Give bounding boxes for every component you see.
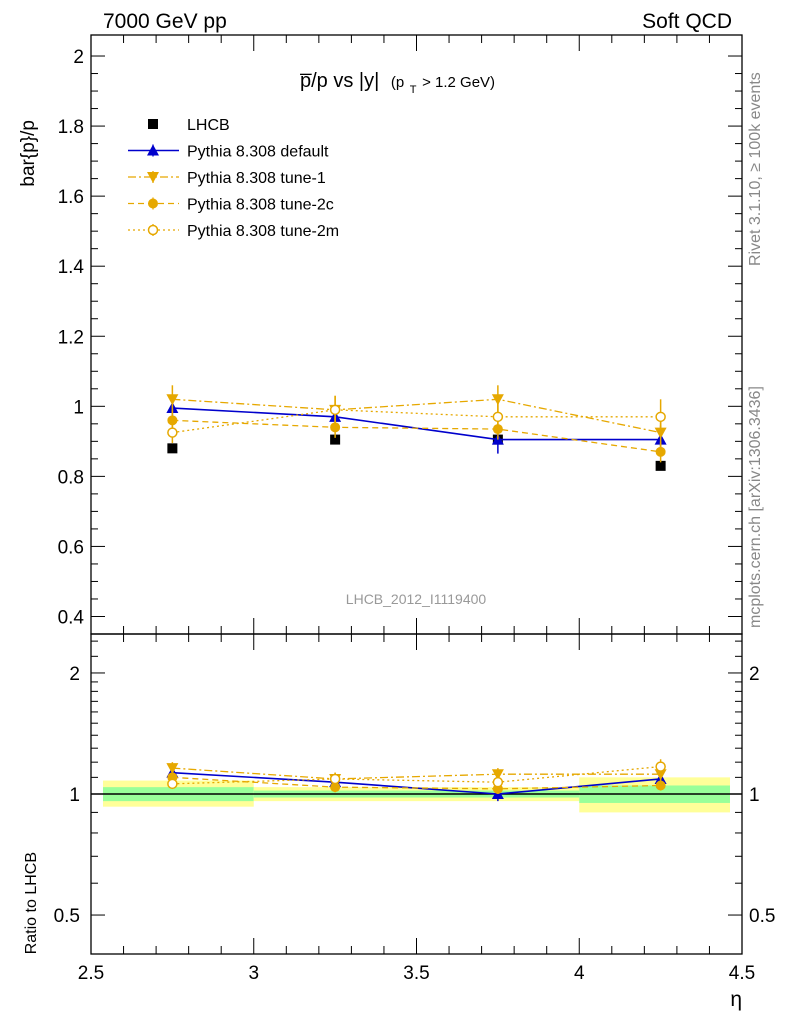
main-point-tune1 — [166, 394, 179, 406]
plot-title-cut-rest: > 1.2 GeV) — [422, 74, 495, 91]
legend-label-data: LHCB — [187, 117, 230, 134]
ratio-y-tick-label: 2 — [69, 664, 80, 685]
legend-label-tune2m: Pythia 8.308 tune-2m — [187, 223, 339, 240]
main-y-tick-label: 1.6 — [58, 187, 84, 208]
ratio-y-tick-label-right: 0.5 — [749, 906, 775, 927]
ratio-y-tick-label-right: 1 — [749, 785, 760, 806]
ratio-point-tune1 — [654, 769, 667, 781]
main-y-tick-label: 1 — [73, 397, 84, 418]
ratio-point-tune2c — [655, 780, 666, 791]
header-left: 7000 GeV pp — [103, 10, 227, 33]
ratio-point-tune2m — [167, 778, 178, 790]
main-point-tune2m — [167, 427, 178, 438]
x-tick-label: 4 — [574, 963, 585, 984]
main-point-data — [330, 434, 341, 445]
main-point-tune2c — [330, 422, 341, 433]
main-line-tune1 — [172, 398, 661, 434]
ratio-point-tune2m — [655, 761, 666, 772]
main-point-tune2c — [655, 446, 666, 457]
main-ylabel: bar{p}/p — [18, 120, 39, 187]
x-tick-label: 2.5 — [78, 963, 104, 984]
main-y-tick-label: 1.8 — [58, 117, 84, 138]
plot-title-main: p̅/p vs |y| — [300, 70, 379, 92]
legend: LHCB Pythia 8.308 default Pythia 8.308 tun… — [128, 117, 339, 240]
main-point-tune2m — [492, 411, 504, 423]
rivet-label: Rivet 3.1.10, ≥ 100k events — [747, 72, 764, 266]
ratio-ylabel: Ratio to LHCB — [23, 852, 40, 954]
plot-title: p̅/p vs |y| (p T > 1.2 GeV) — [300, 70, 495, 98]
legend-marker-tune1 — [147, 172, 159, 183]
plot-title-cut: (p — [391, 74, 404, 91]
analysis-label: LHCB_2012_I1119400 — [346, 591, 487, 607]
plot-title-cut-sub: T — [410, 84, 417, 96]
ratio-series-tune2m — [167, 759, 666, 790]
x-tick-label: 3.5 — [403, 963, 429, 984]
ratio-line-tune1 — [172, 767, 661, 780]
main-line-tune2m — [172, 409, 661, 434]
legend-marker-tune2m — [147, 224, 159, 236]
ratio-point-tune2m — [329, 773, 341, 785]
legend-marker-tune2c — [148, 198, 158, 209]
ratio-point-tune2m — [492, 776, 504, 788]
ratio-point-tune1 — [491, 769, 504, 781]
header-right: Soft QCD — [642, 10, 732, 33]
source-label: mcplots.cern.ch [arXiv:1306.3436] — [747, 386, 764, 628]
ratio-point-tune2c — [330, 782, 341, 793]
main-point-tune2m — [329, 404, 341, 416]
x-tick-label: 4.5 — [729, 963, 755, 984]
main-point-tune2m — [655, 411, 666, 423]
legend-marker-data — [148, 119, 158, 129]
legend-label-tune1: Pythia 8.308 tune-1 — [187, 170, 326, 187]
main-point-tune2c — [167, 415, 178, 426]
ratio-point-tune1 — [166, 763, 179, 775]
main-y-tick-label: 0.8 — [58, 467, 84, 488]
main-y-tick-label: 2 — [73, 47, 84, 68]
main-series-tune1 — [166, 385, 667, 447]
ratio-panel: 2.5 3 3.5 4 4.5 0.5 0.5 1 1 2 2 — [54, 633, 775, 984]
main-series-tune2m — [167, 395, 666, 444]
ratio-y-tick-label-right: 2 — [749, 664, 760, 685]
main-series-default — [166, 397, 667, 454]
ratio-line-tune2m — [172, 765, 661, 785]
main-point-data — [655, 460, 666, 471]
main-point-data — [167, 443, 178, 454]
x-axis-label: η — [730, 988, 742, 1011]
ratio-y-tick-label: 0.5 — [54, 906, 80, 927]
main-panel: 0.4 0.6 0.8 1 1.2 1.4 1.6 1.8 2 — [58, 34, 743, 635]
main-point-tune1 — [491, 394, 504, 406]
legend-label-default: Pythia 8.308 default — [187, 144, 329, 161]
ratio-line-tune2c — [172, 776, 661, 790]
main-y-tick-label: 1.2 — [58, 327, 84, 348]
main-y-tick-label: 1.4 — [58, 257, 85, 278]
main-line-tune2c — [172, 419, 661, 453]
ratio-y-tick-label: 1 — [69, 785, 80, 806]
legend-marker-default — [147, 144, 159, 156]
legend-label-tune2c: Pythia 8.308 tune-2c — [187, 197, 334, 214]
main-y-tick-label: 0.4 — [58, 607, 85, 628]
x-tick-label: 3 — [248, 963, 259, 984]
main-y-tick-label: 0.6 — [58, 537, 84, 558]
